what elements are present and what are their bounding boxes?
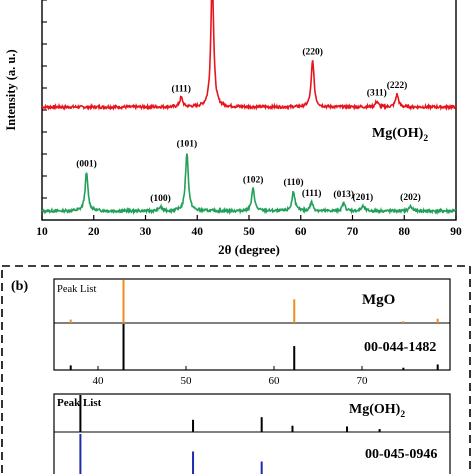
panel-a-x-tick-label: 90: [450, 226, 462, 238]
panel-a-x-tick-label: 10: [36, 226, 48, 238]
peak-label: (201): [353, 192, 374, 203]
mgoh2-sticks: [79, 395, 381, 474]
peak-label: (001): [76, 159, 97, 170]
peak-label: (013): [333, 189, 354, 200]
mgo-sticks: [69, 280, 439, 370]
peak-label: (102): [243, 175, 264, 186]
mgo-box-x-tick-label: 70: [357, 375, 369, 387]
peak-label: (202): [400, 192, 421, 203]
mgo-peak-list-label: Peak List: [57, 284, 96, 295]
panel-a-y-label: Intensity (a. u.): [4, 49, 18, 130]
panel-a-x-label: 2θ (degree): [218, 242, 280, 257]
mgo-box-x-tick-label: 60: [269, 375, 281, 387]
panel-a-x-tick-label: 50: [243, 226, 255, 238]
peak-label: (100): [150, 193, 171, 204]
mgo-box-x-ticks: 40 50 60 70: [93, 366, 369, 387]
mgo-compound-label: MgO: [362, 292, 395, 308]
panel-a-traces: [41, 0, 457, 216]
peak-label: (111): [171, 83, 191, 94]
panel-a-x-tick-label: 80: [399, 226, 411, 238]
panel-a-frame: [41, 0, 457, 221]
peak-label: (111): [302, 188, 322, 199]
mgo-reference-box: 40 50 60 70 Peak List MgO 00-044-1482: [53, 278, 451, 387]
mgo-box-x-tick-label: 50: [181, 375, 193, 387]
mgo-xrd-trace: [41, 0, 457, 112]
panel-a: 10 20 30 40 50 60 70 80 90 (111)(220)(311)(222)(…: [4, 0, 462, 257]
mgoh2-box-frame: [53, 393, 451, 474]
peak-label: (110): [283, 177, 303, 188]
peak-label: (101): [177, 139, 198, 150]
panel-b-dashed-border: [1, 265, 471, 474]
panel-a-x-tick-label: 20: [88, 226, 100, 238]
mgo-box-x-tick-label: 40: [93, 375, 105, 387]
mgo-card-number: 00-044-1482: [364, 340, 436, 355]
panel-a-x-tick-label: 40: [192, 226, 204, 238]
panel-a-x-tick-label: 60: [295, 226, 307, 238]
panel-b: (b) 40 50 60 70 Peak List MgO 00-044-1482 P…: [1, 265, 471, 474]
panel-a-x-tick-label: 70: [347, 226, 359, 238]
mgoh2-card-number: 00-045-0946: [365, 447, 437, 462]
panel-a-x-tick-label: 30: [140, 226, 152, 238]
mgo-box-frame: [53, 278, 451, 371]
mgoh2-compound-label: Mg(OH)2: [349, 402, 405, 420]
panel-b-label: (b): [11, 279, 28, 294]
panel-a-peak-labels: (111) (220) (311)(222) (001) (100) (101) (102)…: [76, 47, 421, 204]
mgoh2-xrd-trace: [41, 153, 457, 216]
panel-a-x-ticks: 10 20 30 40 50 60 70 80 90: [36, 215, 462, 238]
peak-label: (222): [387, 80, 408, 91]
mgoh2-reference-box: Peak List Mg(OH)2 00-045-0946: [53, 393, 451, 474]
panel-a-y-ticks: [42, 0, 47, 199]
peak-label: (311): [367, 87, 387, 98]
mgoh2-pattern-label: Mg(OH)2: [372, 126, 428, 144]
peak-label: (220): [302, 47, 323, 58]
mgoh2-peak-list-label: Peak List: [57, 397, 102, 409]
